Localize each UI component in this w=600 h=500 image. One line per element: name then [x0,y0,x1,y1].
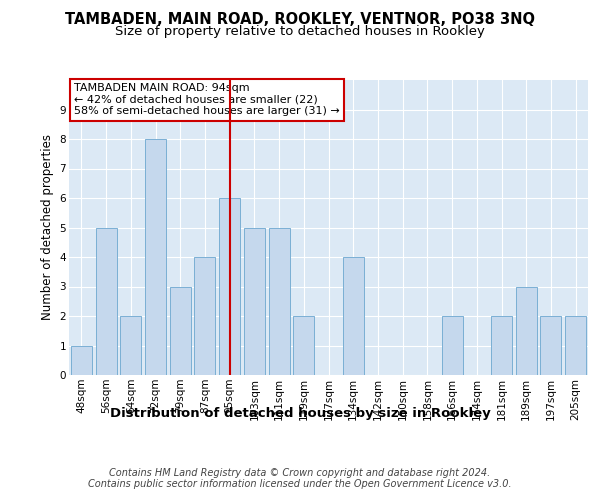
Bar [145,139,166,375]
Text: Size of property relative to detached houses in Rookley: Size of property relative to detached ho… [115,25,485,38]
Text: Contains HM Land Registry data © Crown copyright and database right 2024.
Contai: Contains HM Land Registry data © Crown c… [88,468,512,489]
Bar [95,228,116,375]
Bar [343,257,364,375]
Bar [120,316,141,375]
Text: TAMBADEN, MAIN ROAD, ROOKLEY, VENTNOR, PO38 3NQ: TAMBADEN, MAIN ROAD, ROOKLEY, VENTNOR, P… [65,12,535,28]
Bar [516,286,537,375]
Text: Distribution of detached houses by size in Rookley: Distribution of detached houses by size … [110,408,490,420]
Y-axis label: Number of detached properties: Number of detached properties [41,134,54,320]
Bar [293,316,314,375]
Bar [565,316,586,375]
Bar [269,228,290,375]
Bar [194,257,215,375]
Bar [71,346,92,375]
Text: TAMBADEN MAIN ROAD: 94sqm
← 42% of detached houses are smaller (22)
58% of semi-: TAMBADEN MAIN ROAD: 94sqm ← 42% of detac… [74,83,340,116]
Bar [170,286,191,375]
Bar [442,316,463,375]
Bar [541,316,562,375]
Bar [219,198,240,375]
Bar [491,316,512,375]
Bar [244,228,265,375]
